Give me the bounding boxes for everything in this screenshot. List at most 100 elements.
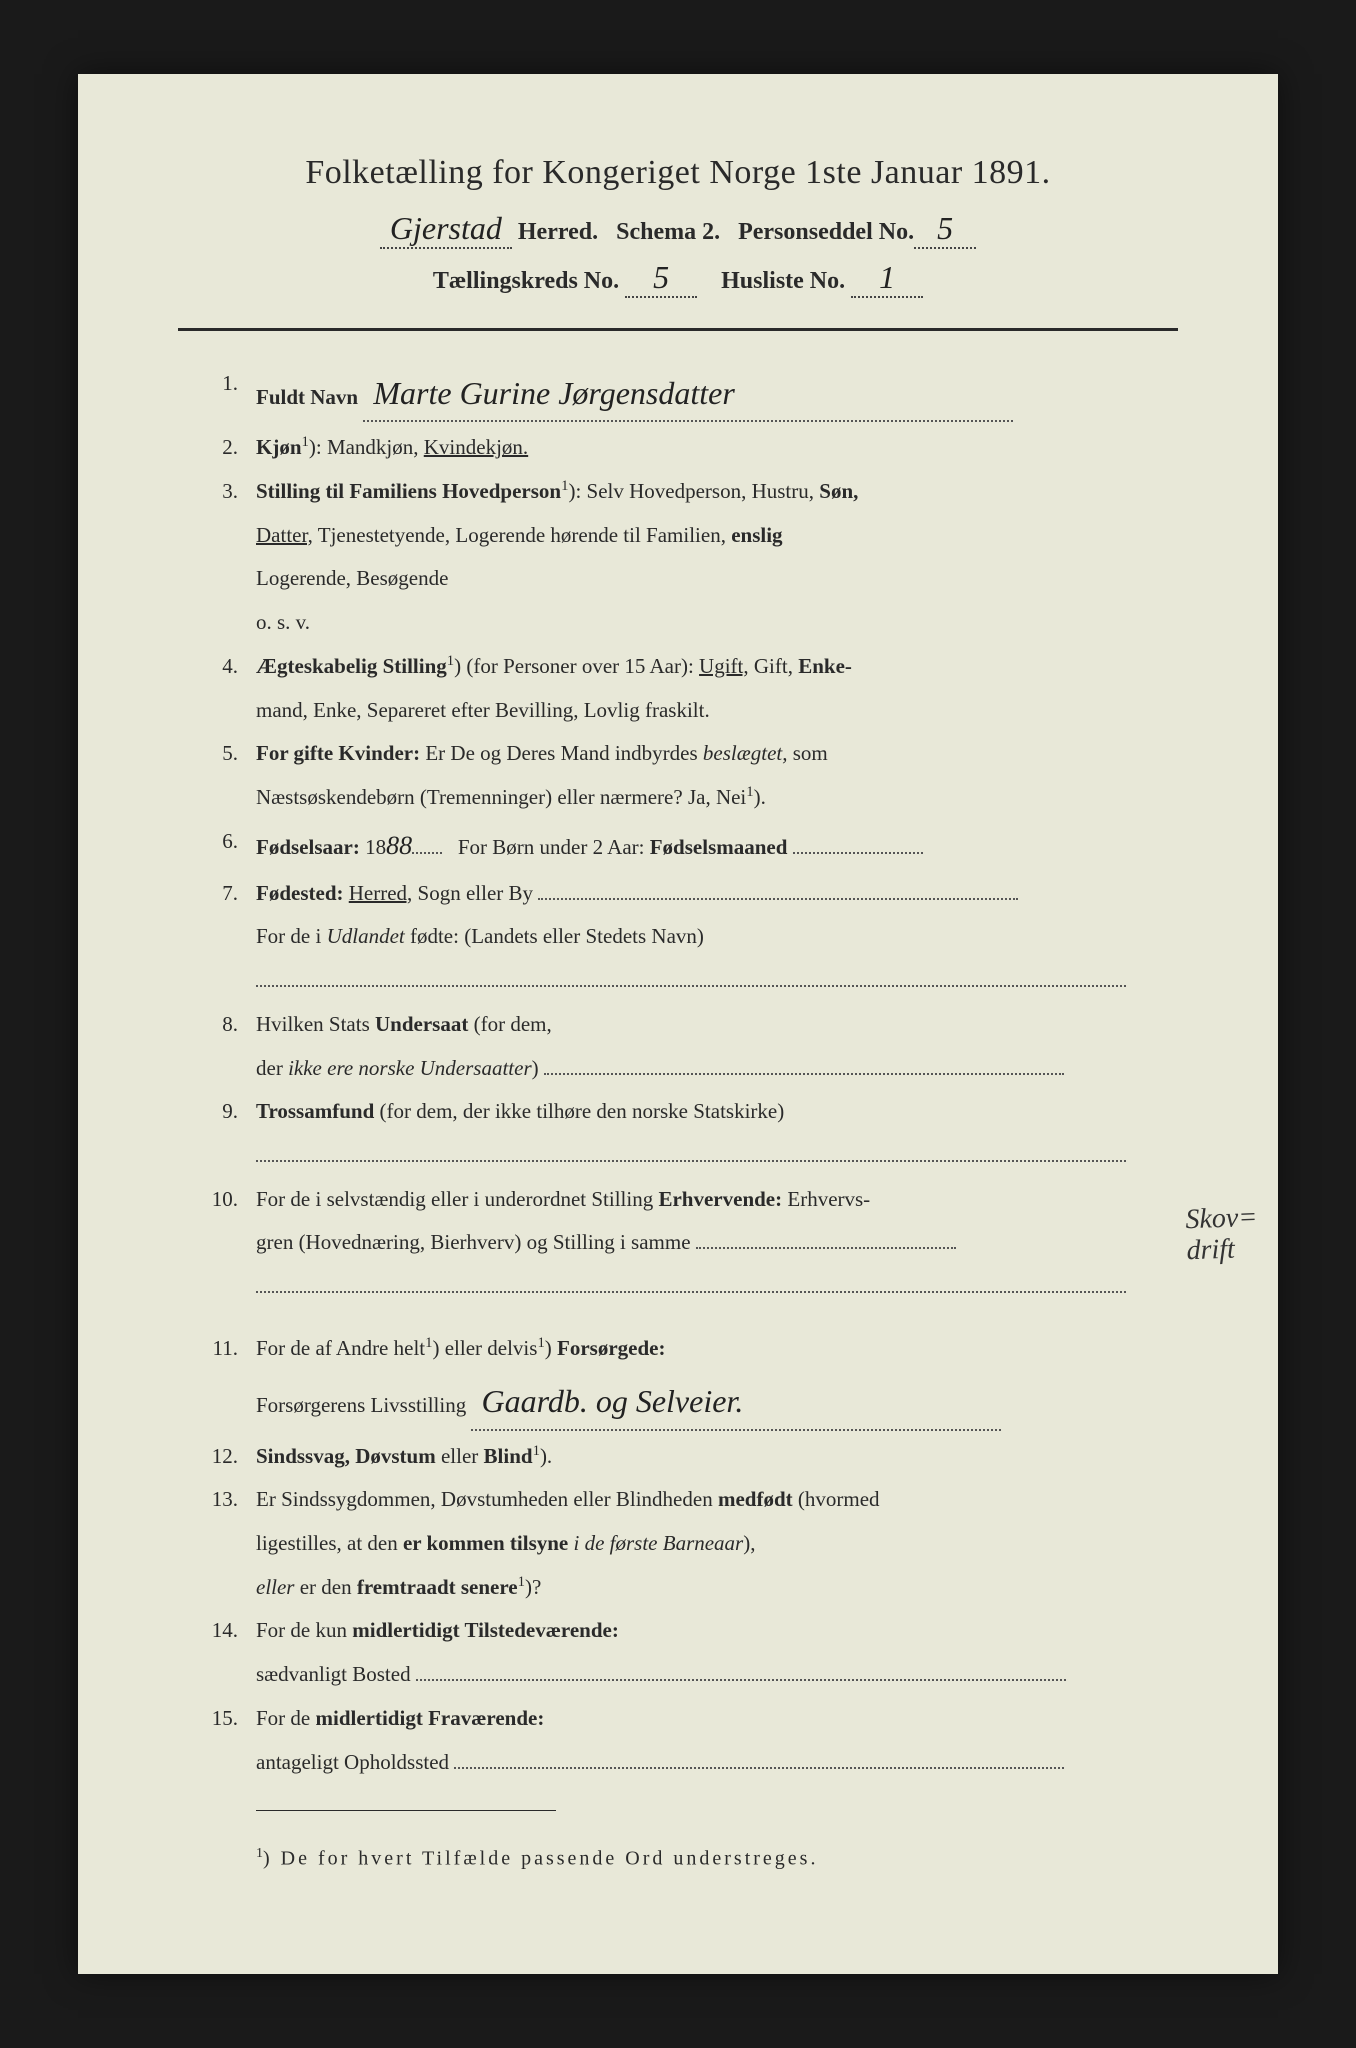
field-14: 14. For de kun midlertidigt Tilstedevære… (178, 1613, 1178, 1649)
text-italic: Udlandet (327, 924, 405, 948)
dotted-fill (544, 1073, 1064, 1075)
field-4: 4. Ægteskabelig Stilling1) (for Personer… (178, 649, 1178, 685)
field-body: For de af Andre helt1) eller delvis1) Fo… (256, 1331, 1178, 1367)
form-header: Folketælling for Kongeriget Norge 1ste J… (178, 154, 1178, 298)
text: )? (525, 1575, 541, 1599)
text: Sogn eller By (412, 881, 533, 905)
kreds-no: 5 (625, 259, 697, 298)
field-body: For de midlertidigt Fraværende: (256, 1701, 1178, 1737)
text-bold: enslig (731, 523, 782, 547)
field-label: Kjøn (256, 435, 302, 459)
field-num: 5. (178, 736, 256, 772)
text: fødte: (Landets eller Stedets Navn) (405, 924, 704, 948)
footnote: 1) De for hvert Tilfælde passende Ord un… (256, 1846, 1178, 1871)
text: som (788, 741, 828, 765)
field-13-cont2: eller er den fremtraadt senere1)? (256, 1570, 1178, 1606)
field-3-cont1: Datter, Tjenestetyende, Logerende hørend… (256, 518, 1178, 554)
dotted-fill (696, 1247, 956, 1249)
field-body: Sindssvag, Døvstum eller Blind1). (256, 1439, 1178, 1475)
husliste-label: Husliste No. (721, 268, 845, 294)
field-num: 13. (178, 1482, 256, 1518)
field-8: 8. Hvilken Stats Undersaat (for dem, (178, 1007, 1178, 1043)
field-num: 14. (178, 1613, 256, 1649)
field-body: Fødselsaar: 1888 For Børn under 2 Aar: F… (256, 824, 1178, 868)
dotted-fill (256, 985, 1126, 987)
dotted-fill (416, 1679, 1066, 1681)
field-body: Kjøn1): Mandkjøn, Kvindekjøn. (256, 430, 1178, 466)
text: der (256, 1056, 288, 1080)
sup: 1 (533, 1443, 540, 1459)
field-num: 7. (178, 876, 256, 912)
text-italic: eller (256, 1575, 294, 1599)
text: eller (436, 1444, 484, 1468)
text-bold: Undersaat (375, 1012, 468, 1036)
option-herred-selected: Herred, (349, 881, 413, 905)
text: ligestilles, at den (256, 1531, 403, 1555)
schema-label: Schema 2. (616, 219, 720, 245)
margin-line-1: Skov= (1185, 1203, 1258, 1236)
kreds-label: Tællingskreds No. (433, 268, 619, 294)
field-7-dotted (256, 963, 1178, 999)
text-bold: medfødt (718, 1487, 793, 1511)
subhead-line-2: Tællingskreds No. 5 Husliste No. 1 (178, 259, 1178, 298)
text-italic: i de første Barneaar (574, 1531, 744, 1555)
text: For de i selvstændig eller i underordnet… (256, 1187, 658, 1211)
field-3: 3. Stilling til Familiens Hovedperson1):… (178, 474, 1178, 510)
field-num: 4. (178, 649, 256, 685)
dotted-fill (256, 1160, 1126, 1162)
text: sædvanligt Bosted (256, 1662, 411, 1686)
option-ugift-selected: Ugift, (699, 654, 749, 678)
herred-label: Herred. (518, 219, 598, 245)
field-7: 7. Fødested: Herred, Sogn eller By (178, 876, 1178, 912)
field-body: For de kun midlertidigt Tilstedeværende: (256, 1613, 1178, 1649)
field-10-dotted (256, 1269, 1178, 1305)
footnote-divider (256, 1810, 556, 1811)
text: Er Sindssygdommen, Døvstumheden eller Bl… (256, 1487, 718, 1511)
census-form-page: Folketælling for Kongeriget Norge 1ste J… (78, 74, 1278, 1974)
field-num: 12. (178, 1439, 256, 1475)
field-body: Er Sindssygdommen, Døvstumheden eller Bl… (256, 1482, 1178, 1518)
field-label: Ægteskabelig Stilling (256, 654, 447, 678)
option-kvindekjon-selected: Kvindekjøn. (424, 435, 528, 459)
text: (for dem, der ikke tilhøre den norske St… (374, 1099, 784, 1123)
field-12: 12. Sindssvag, Døvstum eller Blind1). (178, 1439, 1178, 1475)
text: Erhvervs- (782, 1187, 870, 1211)
field-label: Fødselsaar: (256, 835, 360, 859)
field-3-cont3: o. s. v. (256, 605, 1178, 641)
text: Gift, (749, 654, 799, 678)
field-label: Fuldt Navn (256, 385, 358, 409)
text: ). (540, 1444, 552, 1468)
text: For de af Andre helt (256, 1336, 425, 1360)
sup: 1 (447, 653, 454, 669)
field-13-cont1: ligestilles, at den er kommen tilsyne i … (256, 1526, 1178, 1562)
herred-value: Gjerstad (380, 210, 512, 249)
text: antageligt Opholdssted (256, 1750, 449, 1774)
field-num: 3. (178, 474, 256, 510)
text-bold: midlertidigt Tilstedeværende: (352, 1618, 619, 1642)
field-1-value: Marte Gurine Jørgensdatter (363, 366, 1013, 422)
field-6: 6. Fødselsaar: 1888 For Børn under 2 Aar… (178, 824, 1178, 868)
field-14-cont: sædvanligt Bosted (256, 1657, 1178, 1693)
text-bold: Forsørgede: (557, 1336, 665, 1360)
text: ) eller delvis (432, 1336, 537, 1360)
field-num: 9. (178, 1094, 256, 1130)
text: For Børn under 2 Aar: (458, 835, 650, 859)
text: gren (Hovednæring, Bierhverv) og Stillin… (256, 1230, 691, 1254)
margin-line-2: drift (1186, 1234, 1259, 1267)
text: ) (545, 1336, 557, 1360)
text-bold: Søn, (819, 479, 858, 503)
text: er den (294, 1575, 356, 1599)
personseddel-label: Personseddel No. (738, 219, 914, 245)
text: For de kun (256, 1618, 352, 1642)
field-num: 1. (178, 366, 256, 422)
personseddel-no: 5 (914, 210, 976, 249)
text-bold: Erhvervende: (658, 1187, 782, 1211)
dotted-fill (256, 1291, 1126, 1293)
field-11-value: Gaardb. og Selveier. (471, 1374, 1001, 1430)
field-label-2: Fødselsmaaned (650, 835, 788, 859)
field-8-cont: der ikke ere norske Undersaatter) (256, 1051, 1178, 1087)
field-5: 5. For gifte Kvinder: Er De og Deres Man… (178, 736, 1178, 772)
text: For de (256, 1706, 316, 1730)
field-15-cont: antageligt Opholdssted (256, 1745, 1178, 1781)
field-body: Hvilken Stats Undersaat (for dem, (256, 1007, 1178, 1043)
